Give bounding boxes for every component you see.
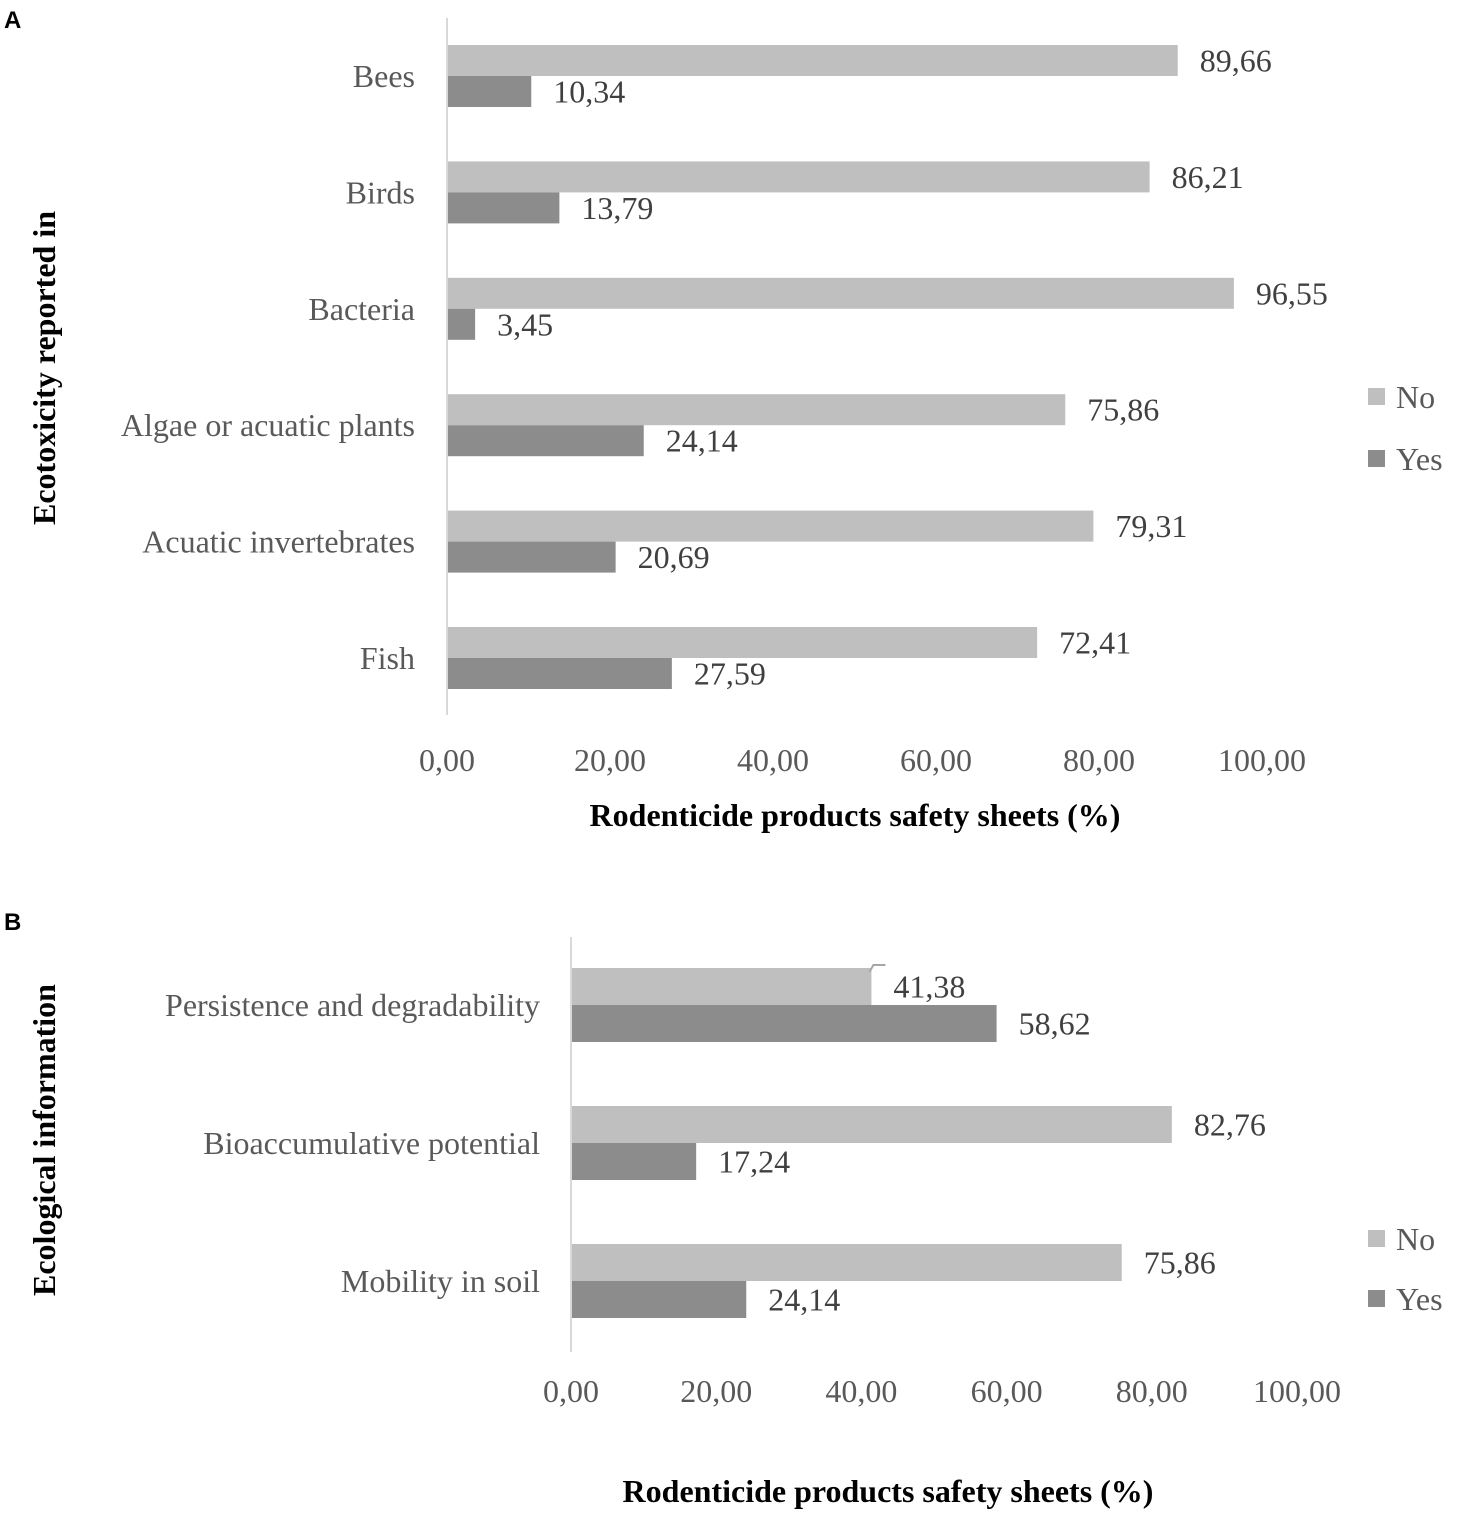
panel-a-legend-yes-swatch — [1368, 450, 1385, 467]
panel-a-data-label-no: 89,66 — [1200, 43, 1272, 79]
panel-b-data-label-no: 82,76 — [1194, 1107, 1266, 1143]
panel-a-x-axis-label: Rodenticide products safety sheets (%) — [590, 797, 1121, 833]
panel-b-bar-yes — [572, 1281, 747, 1318]
panel-a-data-label-yes: 24,14 — [666, 423, 738, 459]
panel-a-data-label-yes: 27,59 — [694, 656, 766, 692]
panel-a-category-label: Bees — [353, 58, 415, 94]
panel-b-bar-no — [572, 1106, 1172, 1143]
panel-a-data-label-yes: 3,45 — [497, 306, 553, 342]
panel-a-bar-no — [448, 510, 1094, 542]
panel-b-bar-no — [572, 1244, 1122, 1281]
panel-a-bar-yes — [448, 658, 672, 689]
panel-b-legend: No Yes — [1368, 1221, 1443, 1317]
panel-a-data-label-no: 79,31 — [1115, 508, 1187, 544]
panel-a-data-label-yes: 10,34 — [553, 74, 625, 110]
panel-a-bar-yes — [448, 76, 532, 107]
panel-a-category-label: Bacteria — [308, 291, 415, 327]
panel-a-bar-yes — [448, 425, 644, 457]
panel-a-legend: No Yes — [1368, 379, 1443, 477]
panel-a-x-tick-label: 100,00 — [1218, 742, 1306, 778]
panel-b-category-label: Persistence and degradability — [165, 987, 540, 1023]
panel-a-category-label: Acuatic invertebrates — [142, 524, 415, 560]
panel-a-data-label-yes: 13,79 — [581, 190, 653, 226]
panel-b-x-tick-label: 0,00 — [543, 1373, 599, 1409]
panel-a-x-tick-label: 60,00 — [900, 742, 972, 778]
panel-a-legend-no-label: No — [1396, 379, 1435, 415]
panel-b-leader-line — [868, 964, 886, 973]
panel-a-letter: A — [4, 7, 21, 34]
panel-a-bar-yes — [448, 192, 560, 224]
panel-a-bar-no — [448, 277, 1234, 309]
panel-b-x-tick-label: 20,00 — [680, 1373, 752, 1409]
panel-a-x-tick-label: 0,00 — [419, 742, 475, 778]
panel-b-x-axis-label: Rodenticide products safety sheets (%) — [623, 1473, 1154, 1509]
panel-a-bar-no — [448, 161, 1150, 193]
panel-a-x-tick-label: 80,00 — [1063, 742, 1135, 778]
panel-a-bar-no — [448, 394, 1066, 426]
panel-a-data-label-no: 96,55 — [1256, 275, 1328, 311]
panel-a-category-label: Fish — [360, 640, 415, 676]
panel-b-data-label-no: 41,38 — [893, 969, 965, 1005]
panel-a-bar-no — [448, 45, 1178, 76]
panel-b-legend-no-swatch-box — [1368, 1230, 1385, 1247]
panel-a-category-label: Algae or acuatic plants — [121, 407, 415, 443]
panel-b-letter: B — [4, 909, 21, 936]
panel-b-y-axis-label: Ecological information — [26, 984, 62, 1296]
panel-b-legend-no-label: No — [1396, 1221, 1435, 1257]
panel-a-chart: A Ecotoxicity reported in Rodenticide pr… — [4, 7, 1443, 833]
panel-a-bar-no — [448, 627, 1038, 658]
panel-a-data-label-yes: 20,69 — [638, 539, 710, 575]
panel-a-data-label-no: 75,86 — [1087, 392, 1159, 428]
panel-a-bar-yes — [448, 308, 476, 340]
panel-b-x-tick-label: 40,00 — [825, 1373, 897, 1409]
panel-b-bar-yes — [572, 1143, 697, 1180]
panel-a-x-tick-label: 40,00 — [737, 742, 809, 778]
panel-a-legend-yes-label: Yes — [1396, 441, 1443, 477]
panel-b-legend-yes-label: Yes — [1396, 1281, 1443, 1317]
panel-b-bar-no — [572, 968, 872, 1005]
panel-b-x-tick-label: 60,00 — [971, 1373, 1043, 1409]
panel-b-chart: B Ecological information Rodenticide pro… — [4, 909, 1443, 1509]
panel-b-category-label: Mobility in soil — [341, 1263, 540, 1299]
panel-b-bar-yes — [572, 1005, 997, 1042]
panel-a-x-tick-label: 20,00 — [574, 742, 646, 778]
panel-a-category-label: Birds — [346, 174, 415, 210]
panel-b-data-label-no: 75,86 — [1144, 1245, 1216, 1281]
panel-a-y-axis-label: Ecotoxicity reported in — [26, 211, 62, 525]
panel-b-data-label-yes: 58,62 — [1019, 1006, 1091, 1042]
panel-b-data-label-yes: 17,24 — [718, 1144, 790, 1180]
panel-b-data-label-yes: 24,14 — [768, 1282, 840, 1318]
panel-b-legend-yes-swatch — [1368, 1290, 1385, 1307]
panel-a-data-label-no: 72,41 — [1059, 625, 1131, 661]
panel-b-x-tick-label: 100,00 — [1253, 1373, 1341, 1409]
panel-b-category-label: Bioaccumulative potential — [203, 1125, 540, 1161]
panel-a-data-label-no: 86,21 — [1172, 159, 1244, 195]
panel-a-legend-no-swatch — [1368, 388, 1385, 405]
panel-b-x-tick-label: 80,00 — [1116, 1373, 1188, 1409]
panel-a-bar-yes — [448, 541, 616, 573]
